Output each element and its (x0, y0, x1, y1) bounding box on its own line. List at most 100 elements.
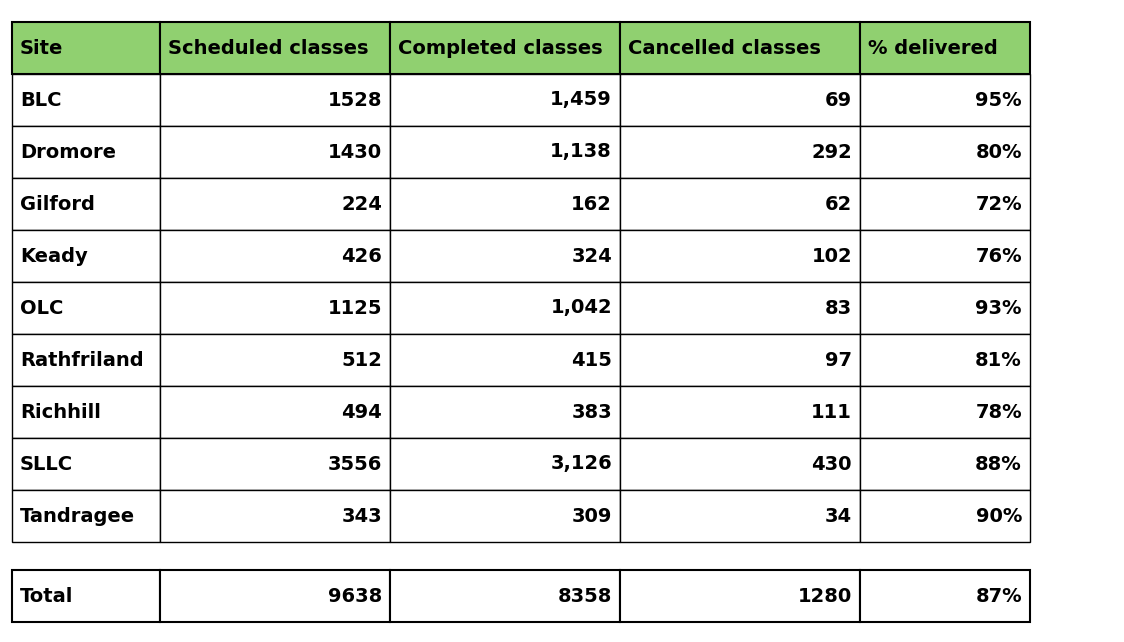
Text: Site: Site (20, 39, 63, 58)
Bar (160, 22, 390, 74)
Text: 1,138: 1,138 (551, 143, 611, 162)
Text: 292: 292 (812, 143, 852, 162)
Bar (620, 386, 860, 438)
Text: 81%: 81% (976, 351, 1022, 370)
Bar (390, 386, 620, 438)
Text: 324: 324 (571, 247, 611, 266)
Bar (620, 570, 860, 622)
Bar (160, 126, 390, 178)
Text: 90%: 90% (976, 507, 1022, 526)
Bar (12, 438, 160, 490)
Text: 69: 69 (825, 91, 852, 110)
Bar (12, 570, 160, 622)
Bar (160, 570, 390, 622)
Bar (390, 334, 620, 386)
Bar (860, 178, 1030, 230)
Text: 309: 309 (572, 507, 611, 526)
Bar (390, 126, 620, 178)
Bar (860, 334, 1030, 386)
Bar (12, 178, 160, 230)
Bar (390, 570, 620, 622)
Text: 1,459: 1,459 (551, 91, 611, 110)
Text: 426: 426 (341, 247, 382, 266)
Text: Keady: Keady (20, 247, 88, 266)
Bar (620, 438, 860, 490)
Text: Tandragee: Tandragee (20, 507, 135, 526)
Text: Scheduled classes: Scheduled classes (167, 39, 369, 58)
Text: 62: 62 (825, 195, 852, 214)
Bar (620, 126, 860, 178)
Bar (390, 178, 620, 230)
Text: 111: 111 (812, 403, 852, 422)
Bar (860, 570, 1030, 622)
Bar (620, 22, 860, 74)
Bar (390, 230, 620, 282)
Text: Total: Total (20, 587, 73, 605)
Bar (860, 490, 1030, 542)
Text: 34: 34 (825, 507, 852, 526)
Text: 88%: 88% (976, 455, 1022, 474)
Text: % delivered: % delivered (868, 39, 998, 58)
Text: 97: 97 (825, 351, 852, 370)
Text: 3,126: 3,126 (551, 455, 611, 474)
Bar (160, 438, 390, 490)
Bar (12, 490, 160, 542)
Text: Cancelled classes: Cancelled classes (628, 39, 821, 58)
Text: 87%: 87% (976, 587, 1022, 605)
Text: 512: 512 (341, 351, 382, 370)
Bar (12, 126, 160, 178)
Bar (620, 74, 860, 126)
Text: 1430: 1430 (328, 143, 382, 162)
Bar (390, 74, 620, 126)
Text: 415: 415 (571, 351, 611, 370)
Bar (160, 490, 390, 542)
Bar (160, 178, 390, 230)
Text: 95%: 95% (976, 91, 1022, 110)
Text: 93%: 93% (976, 299, 1022, 318)
Bar (620, 282, 860, 334)
Text: 83: 83 (825, 299, 852, 318)
Text: 224: 224 (341, 195, 382, 214)
Text: 72%: 72% (976, 195, 1022, 214)
Bar (620, 230, 860, 282)
Bar (620, 490, 860, 542)
Bar (860, 74, 1030, 126)
Text: 162: 162 (571, 195, 611, 214)
Bar (860, 22, 1030, 74)
Text: 78%: 78% (976, 403, 1022, 422)
Text: 80%: 80% (976, 143, 1022, 162)
Bar (390, 22, 620, 74)
Bar (620, 334, 860, 386)
Text: 102: 102 (812, 247, 852, 266)
Bar (860, 126, 1030, 178)
Text: SLLC: SLLC (20, 455, 73, 474)
Text: Gilford: Gilford (20, 195, 94, 214)
Text: OLC: OLC (20, 299, 63, 318)
Bar (860, 282, 1030, 334)
Text: 1280: 1280 (798, 587, 852, 605)
Text: 1528: 1528 (327, 91, 382, 110)
Bar (12, 74, 160, 126)
Bar (160, 230, 390, 282)
Bar (12, 22, 160, 74)
Bar (160, 334, 390, 386)
Bar (860, 438, 1030, 490)
Bar (12, 230, 160, 282)
Bar (390, 282, 620, 334)
Text: 343: 343 (342, 507, 382, 526)
Text: BLC: BLC (20, 91, 62, 110)
Bar (390, 438, 620, 490)
Text: 9638: 9638 (328, 587, 382, 605)
Text: 383: 383 (571, 403, 611, 422)
Text: Dromore: Dromore (20, 143, 116, 162)
Text: 1125: 1125 (327, 299, 382, 318)
Text: 430: 430 (812, 455, 852, 474)
Bar (860, 230, 1030, 282)
Bar (160, 282, 390, 334)
Text: 494: 494 (342, 403, 382, 422)
Text: 3556: 3556 (327, 455, 382, 474)
Bar (860, 386, 1030, 438)
Bar (390, 490, 620, 542)
Bar (12, 282, 160, 334)
Text: Rathfriland: Rathfriland (20, 351, 144, 370)
